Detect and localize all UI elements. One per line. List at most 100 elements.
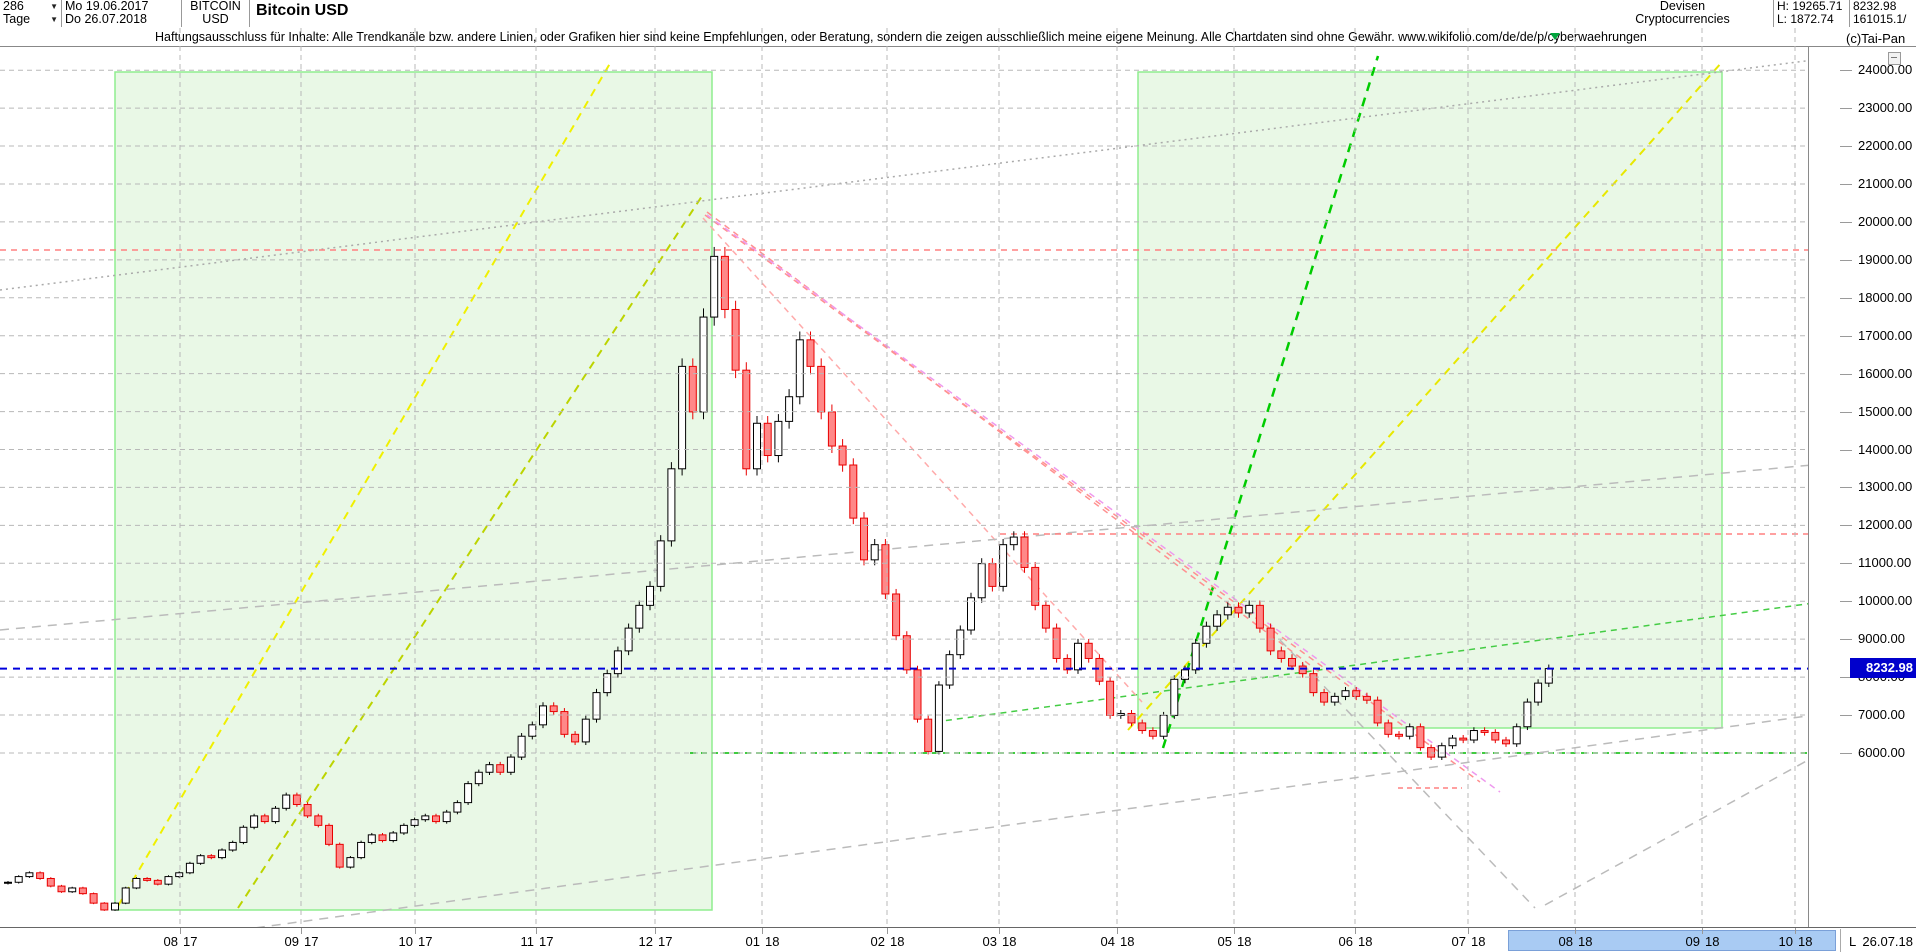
collapse-panel-icon[interactable] xyxy=(1888,52,1901,65)
candle-up xyxy=(1330,695,1339,703)
header-bar: 286 ▼ Tage ▼ Mo 19.06.2017 Do 26.07.2018… xyxy=(0,0,1916,28)
price-axis-tick xyxy=(1840,297,1852,299)
month-number: 09 xyxy=(284,934,299,949)
candle-down xyxy=(292,794,301,806)
candle-down xyxy=(1095,657,1104,682)
plot-right-border xyxy=(1808,46,1809,927)
yellowgreen-trend-line xyxy=(237,195,703,909)
price-axis-label: 19000.00 xyxy=(1858,251,1913,267)
candle-up xyxy=(132,877,141,889)
volume-value: 161015.1/ xyxy=(1853,12,1907,26)
candle-down xyxy=(1031,566,1040,606)
price-axis-label: 6000.00 xyxy=(1858,744,1905,760)
gray-rise-bottom xyxy=(256,715,1808,927)
candle-up xyxy=(271,807,280,823)
candle-down xyxy=(1020,536,1029,568)
price-axis-tick xyxy=(1840,373,1852,375)
green-marker-triangle-icon xyxy=(1550,33,1560,40)
month-number: 01 xyxy=(745,934,760,949)
candle-down xyxy=(988,563,997,587)
candle-down xyxy=(1255,604,1264,629)
candle-down xyxy=(1063,657,1072,671)
candle-up xyxy=(389,832,398,842)
time-axis-tick xyxy=(999,928,1000,934)
price-axis-tick xyxy=(1840,715,1852,716)
price-axis-label: 22000.00 xyxy=(1858,138,1913,154)
candle-up xyxy=(977,563,986,599)
candle-up xyxy=(1448,737,1457,747)
candle-down xyxy=(1148,730,1157,737)
gray-fall-right xyxy=(1279,639,1536,909)
candle-up xyxy=(453,802,462,813)
candle-up xyxy=(1074,642,1082,671)
price-axis-tick xyxy=(1840,487,1852,489)
yellow-channel-line-2 xyxy=(1127,61,1723,731)
candle-down xyxy=(1041,604,1050,629)
candle-down xyxy=(881,544,890,595)
candle-up xyxy=(357,841,366,859)
year-number: 18 xyxy=(1002,934,1017,949)
price-axis-label: 20000.00 xyxy=(1858,213,1913,229)
high-value: H: 19265.71 xyxy=(1777,0,1843,13)
candle-up xyxy=(121,887,130,904)
bar-count-dropdown[interactable]: 286 ▼ xyxy=(0,0,61,13)
time-axis-tick xyxy=(762,928,763,934)
candle-down xyxy=(1320,692,1329,703)
candle-up xyxy=(956,629,965,656)
year-number: 18 xyxy=(1358,934,1373,949)
chevron-down-icon: ▼ xyxy=(50,2,58,11)
price-axis-label: 11000.00 xyxy=(1858,555,1912,571)
time-axis-tick xyxy=(1795,928,1796,934)
candle-up xyxy=(506,756,515,773)
candle-up xyxy=(1191,642,1200,671)
candle-up xyxy=(164,876,173,885)
candle-down xyxy=(860,517,868,561)
time-axis-tick xyxy=(301,928,302,934)
price-axis-tick xyxy=(1840,221,1852,223)
candle-down xyxy=(838,445,847,466)
low-value: L: 1872.74 xyxy=(1777,12,1834,26)
candle-down xyxy=(1362,695,1371,701)
year-number: 18 xyxy=(890,934,905,949)
candle-up xyxy=(517,735,526,758)
candle-up xyxy=(1181,669,1189,680)
price-axis-label: 17000.00 xyxy=(1858,327,1913,343)
date-from: Mo 19.06.2017 xyxy=(65,0,149,13)
candle-up xyxy=(667,468,676,542)
candle-down xyxy=(924,718,933,752)
plot-content xyxy=(0,55,1808,927)
candle-down xyxy=(1459,737,1468,741)
candle-down xyxy=(36,872,45,879)
low-marker-label: L xyxy=(1849,934,1857,949)
price-axis-label: 12000.00 xyxy=(1858,517,1913,533)
trend-channel-2018 xyxy=(1137,71,1723,729)
category-top: Devisen xyxy=(1659,0,1706,13)
disclaimer-bar: Haftungsausschluss für Inhalte: Alle Tre… xyxy=(0,27,1916,47)
date-range-cell: Mo 19.06.2017 Do 26.07.2018 xyxy=(62,0,182,27)
price-axis-tick xyxy=(1840,525,1852,527)
future-months-highlight xyxy=(1508,930,1836,951)
candle-down xyxy=(1234,606,1243,614)
period-dropdown[interactable]: Tage ▼ xyxy=(0,13,61,26)
candle-down xyxy=(892,593,901,637)
price-axis-label: 14000.00 xyxy=(1858,441,1913,457)
month-number: 04 xyxy=(1100,934,1115,949)
last-price-cell: 8232.98 161015.1/ xyxy=(1850,0,1916,27)
candle-up xyxy=(367,834,376,843)
month-number: 11 xyxy=(520,934,535,949)
gray-dotted-long xyxy=(0,59,1808,291)
price-axis-tick xyxy=(1840,183,1852,185)
pink-trend xyxy=(706,214,1501,793)
candle-up xyxy=(870,544,879,561)
candle-up xyxy=(4,881,12,884)
month-number: 08 xyxy=(163,934,178,949)
candle-down xyxy=(1127,712,1136,724)
candle-up xyxy=(218,849,226,859)
candle-down xyxy=(153,879,162,885)
last-price-value: 8232.98 xyxy=(1853,0,1897,13)
candle-up xyxy=(346,857,355,868)
price-axis-tick xyxy=(1840,677,1852,679)
candle-up xyxy=(1523,701,1532,728)
candle-up xyxy=(710,255,719,318)
